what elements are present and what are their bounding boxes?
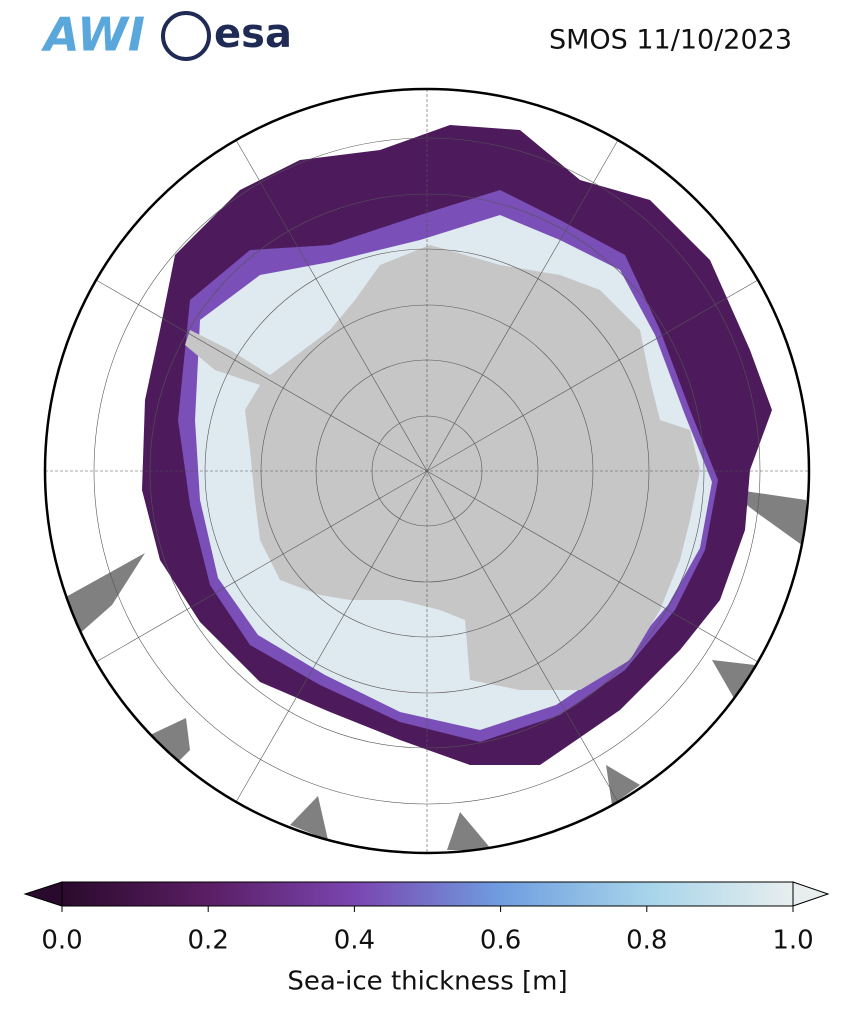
land-patch xyxy=(447,812,492,850)
colorbar-extend-min xyxy=(23,881,63,907)
colorbar-tick-label: 0.6 xyxy=(480,926,521,956)
land-patch xyxy=(64,553,145,635)
colorbar-tick-label: 0.0 xyxy=(41,926,82,956)
land-patch xyxy=(712,660,755,700)
logos: AWI esa xyxy=(41,8,292,62)
antarctica xyxy=(185,245,700,690)
awi-logo: AWI xyxy=(41,8,145,62)
colorbar-tick-label: 0.8 xyxy=(626,926,667,956)
map-boundary xyxy=(43,87,811,855)
colorbar-tick-label: 0.2 xyxy=(188,926,229,956)
colorbar-extend-max xyxy=(792,881,830,907)
colorbar-tick-label: 0.4 xyxy=(334,926,375,956)
esa-logo: esa xyxy=(214,11,292,57)
colorbar-label: Sea-ice thickness [m] xyxy=(287,967,567,997)
map xyxy=(45,89,809,853)
land-patch xyxy=(290,796,328,840)
colorbar-tick-label: 1.0 xyxy=(772,926,813,956)
colorbar xyxy=(61,881,794,907)
graticule xyxy=(45,89,809,853)
land-patch xyxy=(606,765,640,805)
land-patch xyxy=(150,718,190,765)
esa-emblem xyxy=(161,11,211,61)
map-title: SMOS 11/10/2023 xyxy=(549,25,792,56)
